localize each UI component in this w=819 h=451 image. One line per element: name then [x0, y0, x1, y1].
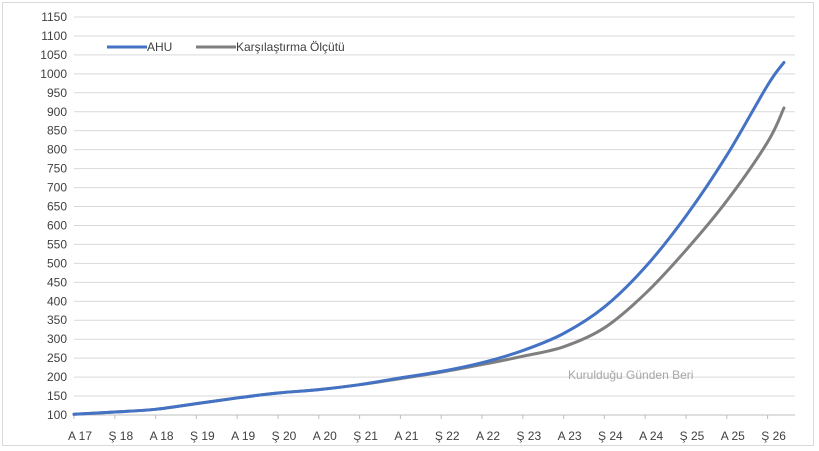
- y-tick-label: 800: [47, 143, 67, 157]
- x-tick-label: Ş 22: [435, 429, 460, 443]
- y-tick-label: 700: [47, 181, 67, 195]
- x-tick-label: Ş 20: [272, 429, 297, 443]
- y-tick-label: 500: [47, 256, 67, 270]
- y-tick-label: 550: [47, 237, 67, 251]
- y-tick-label: 200: [47, 370, 67, 384]
- y-tick-label: 600: [47, 218, 67, 232]
- y-tick-label: 400: [47, 294, 67, 308]
- y-tick-label: 900: [47, 105, 67, 119]
- y-tick-label: 850: [47, 124, 67, 138]
- y-tick-label: 350: [47, 313, 67, 327]
- y-tick-label: 1150: [41, 10, 67, 24]
- x-tick-label: A 25: [721, 429, 745, 443]
- y-tick-label: 1000: [40, 67, 67, 81]
- x-tick-label: A 20: [313, 429, 337, 443]
- x-tick-label: Ş 18: [108, 429, 133, 443]
- x-tick-label: Ş 19: [190, 429, 215, 443]
- y-tick-label: 750: [47, 162, 67, 176]
- legend-label-ahu: AHU: [147, 40, 172, 54]
- y-tick-label: 300: [47, 332, 67, 346]
- x-tick-label: Ş 25: [680, 429, 705, 443]
- y-tick-label: 1100: [41, 29, 67, 43]
- y-tick-label: 250: [47, 351, 67, 365]
- legend-label-benchmark: Karşılaştırma Ölçütü: [236, 40, 345, 54]
- x-tick-label: Ş 23: [516, 429, 541, 443]
- y-tick-label: 950: [47, 86, 67, 100]
- y-tick-label: 100: [47, 408, 67, 422]
- series-line-ahu: [72, 60, 786, 416]
- x-tick-label: Ş 26: [761, 429, 786, 443]
- x-tick-label: Ş 24: [598, 429, 623, 443]
- chart-annotation: Kurulduğu Günden Beri: [568, 368, 693, 382]
- x-tick-label: A 18: [150, 429, 174, 443]
- y-tick-label: 650: [47, 200, 67, 214]
- y-tick-label: 150: [47, 389, 67, 403]
- x-tick-label: A 23: [558, 429, 582, 443]
- x-tick-label: A 22: [476, 429, 500, 443]
- x-tick-label: Ş 21: [353, 429, 378, 443]
- x-tick-label: A 21: [394, 429, 418, 443]
- x-tick-label: A 17: [68, 429, 92, 443]
- x-tick-label: A 24: [639, 429, 663, 443]
- y-tick-label: 450: [47, 275, 67, 289]
- x-tick-label: A 19: [231, 429, 255, 443]
- y-tick-label: 1050: [40, 48, 67, 62]
